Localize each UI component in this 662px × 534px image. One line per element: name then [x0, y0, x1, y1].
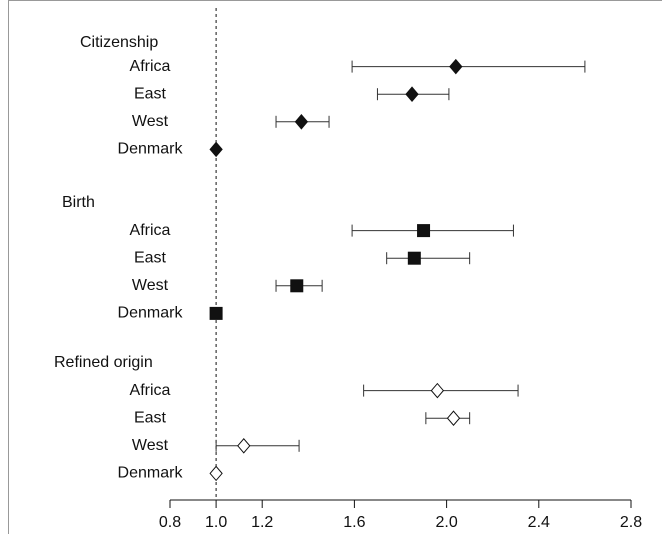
group-label: Birth — [62, 194, 95, 211]
group-label: Refined origin — [54, 354, 153, 371]
point — [209, 141, 223, 158]
point — [237, 438, 251, 454]
row-label: Africa — [130, 222, 171, 239]
point — [407, 251, 421, 265]
point — [405, 86, 419, 102]
x-tick-label: 1.6 — [343, 514, 365, 531]
point — [417, 224, 431, 238]
row-label: West — [132, 437, 169, 454]
group-label: Citizenship — [80, 34, 158, 51]
row-label: West — [132, 113, 169, 130]
point — [446, 410, 461, 426]
x-tick-label: 0.8 — [159, 514, 181, 531]
row-label: East — [134, 409, 167, 426]
point — [290, 279, 304, 293]
point — [430, 382, 445, 399]
row-label: Denmark — [118, 465, 184, 482]
x-tick-label: 2.4 — [528, 514, 550, 531]
row-label: Africa — [130, 58, 171, 75]
row-label: Africa — [130, 382, 171, 399]
point — [209, 306, 223, 320]
frame — [8, 0, 662, 534]
x-tick-label: 1.2 — [251, 514, 273, 531]
x-tick-label: 1.0 — [205, 514, 227, 531]
row-label: East — [134, 85, 167, 102]
x-tick-label: 2.8 — [620, 514, 642, 531]
point — [294, 114, 309, 130]
point — [449, 58, 463, 75]
row-label: Denmark — [118, 141, 184, 158]
row-label: Denmark — [118, 305, 184, 322]
point — [209, 465, 223, 482]
row-label: West — [132, 277, 169, 294]
row-label: East — [134, 249, 167, 266]
x-tick-label: 2.0 — [435, 514, 457, 531]
